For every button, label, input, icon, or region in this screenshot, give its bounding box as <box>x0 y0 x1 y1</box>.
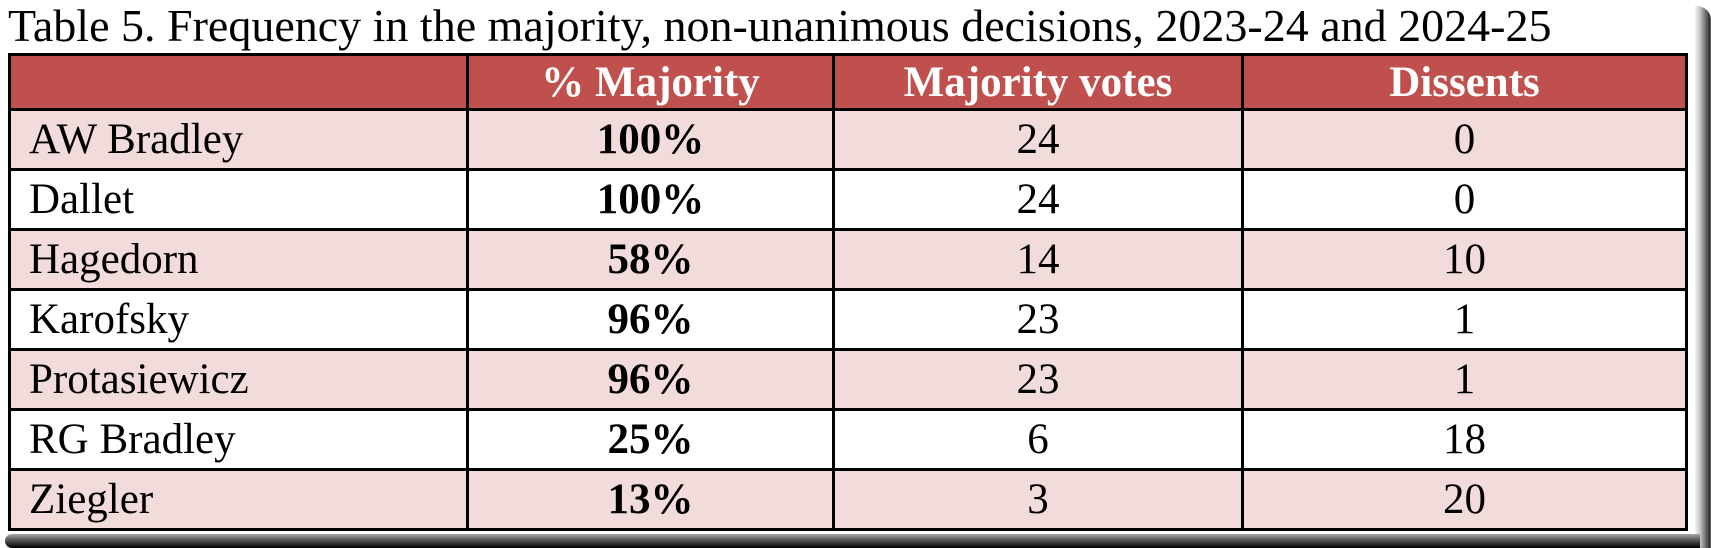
cell-pct-majority: 13% <box>466 468 835 531</box>
cell-majority-votes: 24 <box>832 108 1244 171</box>
cell-pct-majority: 100% <box>466 108 835 171</box>
table-row: AW Bradley 100% 24 0 <box>8 108 1688 171</box>
cell-justice-name: Protasiewicz <box>8 348 469 411</box>
cell-majority-votes: 23 <box>832 288 1244 351</box>
cell-pct-majority: 100% <box>466 168 835 231</box>
cell-majority-votes: 3 <box>832 468 1244 531</box>
table-row: Ziegler 13% 3 20 <box>8 468 1688 531</box>
cell-pct-majority: 58% <box>466 228 835 291</box>
cell-majority-votes: 6 <box>832 408 1244 471</box>
header-dissents: Dissents <box>1241 53 1688 111</box>
cell-dissents: 1 <box>1241 348 1688 411</box>
cell-justice-name: Karofsky <box>8 288 469 351</box>
cell-justice-name: Hagedorn <box>8 228 469 291</box>
cell-dissents: 10 <box>1241 228 1688 291</box>
table-row: Dallet 100% 24 0 <box>8 168 1688 231</box>
drop-shadow-bottom <box>5 534 1700 548</box>
cell-justice-name: Dallet <box>8 168 469 231</box>
drop-shadow-right <box>1695 6 1711 548</box>
header-row: % Majority Majority votes Dissents <box>8 53 1688 111</box>
table-caption: Table 5. Frequency in the majority, non-… <box>8 0 1552 51</box>
table-row: RG Bradley 25% 6 18 <box>8 408 1688 471</box>
cell-dissents: 0 <box>1241 108 1688 171</box>
cell-justice-name: RG Bradley <box>8 408 469 471</box>
cell-dissents: 1 <box>1241 288 1688 351</box>
table-row: Karofsky 96% 23 1 <box>8 288 1688 351</box>
table-row: Hagedorn 58% 14 10 <box>8 228 1688 291</box>
cell-majority-votes: 24 <box>832 168 1244 231</box>
table-row: Protasiewicz 96% 23 1 <box>8 348 1688 411</box>
cell-justice-name: Ziegler <box>8 468 469 531</box>
cell-dissents: 18 <box>1241 408 1688 471</box>
cell-justice-name: AW Bradley <box>8 108 469 171</box>
header-pct-majority: % Majority <box>466 53 835 111</box>
cell-dissents: 0 <box>1241 168 1688 231</box>
cell-pct-majority: 96% <box>466 288 835 351</box>
cell-pct-majority: 96% <box>466 348 835 411</box>
majority-frequency-table: % Majority Majority votes Dissents AW Br… <box>8 53 1688 531</box>
header-justice-blank <box>8 53 469 111</box>
cell-majority-votes: 23 <box>832 348 1244 411</box>
cell-pct-majority: 25% <box>466 408 835 471</box>
cell-dissents: 20 <box>1241 468 1688 531</box>
cell-majority-votes: 14 <box>832 228 1244 291</box>
header-majority-votes: Majority votes <box>832 53 1244 111</box>
